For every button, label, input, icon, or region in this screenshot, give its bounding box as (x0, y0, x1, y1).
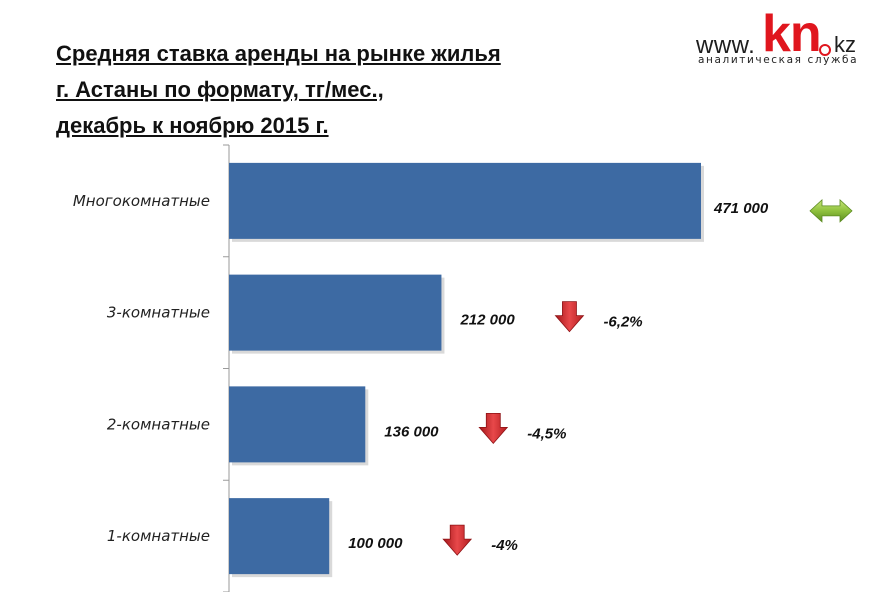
down-arrow-shape (554, 301, 585, 333)
kn-logo: www. kn kz аналитическая служба (696, 5, 866, 70)
down-arrow-icon (478, 412, 509, 444)
down-arrow-shape (478, 412, 509, 444)
change-label: -4% (491, 537, 518, 554)
title-line-1: Средняя ставка аренды на рынке жилья (56, 41, 501, 66)
title-line-2: г. Астаны по формату, тг/мес., (56, 77, 384, 102)
logo-dot-icon (819, 44, 831, 56)
bar-3 (229, 386, 366, 463)
logo-prefix: www. (696, 32, 756, 59)
logo-brand: kn (762, 5, 822, 63)
down-arrow-icon (554, 301, 585, 333)
logo-tagline: аналитическая служба (698, 54, 859, 66)
double-arrow-shape (809, 198, 853, 223)
value-label: 212 000 (459, 312, 515, 329)
value-label: 100 000 (348, 535, 403, 552)
title-line-3: декабрь к ноябрю 2015 г. (56, 113, 329, 138)
down-arrow-icon (442, 524, 473, 556)
bar-4 (229, 498, 330, 575)
bar-2 (229, 274, 442, 351)
category-label: 1-комнатные (107, 527, 210, 545)
double-arrow-icon (809, 198, 853, 223)
category-label: 3-комнатные (107, 304, 210, 322)
category-label: 2-комнатные (107, 415, 210, 433)
category-label: Многокомнатные (73, 192, 210, 210)
change-label: -4,5% (527, 425, 566, 442)
value-label: 471 000 (713, 200, 769, 217)
change-label: -6,2% (603, 314, 642, 331)
bar-1 (229, 162, 701, 239)
value-label: 136 000 (384, 423, 439, 440)
logo-suffix: kz (834, 32, 856, 57)
down-arrow-shape (442, 524, 473, 556)
chart-title: Средняя ставка аренды на рынке жилья г. … (56, 36, 501, 144)
